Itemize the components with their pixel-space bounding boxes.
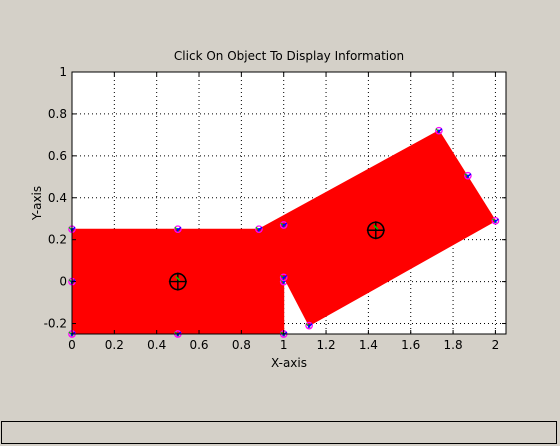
y-tick-label: 0.2: [48, 233, 67, 247]
x-tick-label: 1.2: [317, 338, 336, 352]
x-axis-label: X-axis: [271, 356, 307, 370]
chart-title: Click On Object To Display Information: [174, 49, 404, 63]
object-rect-1[interactable]: [68, 225, 288, 338]
vertex-marker[interactable]: [435, 126, 443, 135]
x-tick-labels: 0 0.2 0.4 0.6 0.8 1 1.2 1.4 1.6 1.8 2: [68, 338, 499, 352]
x-tick-label: 2: [492, 338, 500, 352]
y-tick-label: 0.8: [48, 107, 67, 121]
x-tick-label: 1: [280, 338, 288, 352]
vertex-marker[interactable]: [279, 221, 288, 229]
y-tick-labels: -0.2 0 0.2 0.4 0.6 0.8 1: [44, 65, 67, 331]
y-axis-label: Y-axis: [30, 186, 44, 221]
vertex-marker[interactable]: [464, 171, 472, 180]
vertex-marker[interactable]: [255, 225, 263, 234]
x-tick-label: 0.6: [189, 338, 208, 352]
vertex-marker[interactable]: [279, 273, 288, 282]
y-tick-label: 0: [59, 275, 67, 289]
objects-layer: [68, 126, 500, 338]
y-tick-label: 0.6: [48, 149, 67, 163]
vertex-marker[interactable]: [491, 216, 500, 225]
y-tick-label: -0.2: [44, 317, 67, 331]
axes-frame: [71, 71, 507, 335]
status-bar: [1, 421, 557, 444]
y-tick-label: 0.4: [48, 191, 67, 205]
center-marker[interactable]: [168, 272, 187, 291]
x-tick-label: 0.4: [147, 338, 166, 352]
x-tick-label: 0.8: [232, 338, 251, 352]
x-tick-label: 0.2: [105, 338, 124, 352]
tick-marks: [71, 71, 506, 334]
x-tick-label: 1.6: [401, 338, 420, 352]
vertex-marker[interactable]: [305, 321, 313, 330]
center-marker[interactable]: [366, 221, 385, 240]
x-tick-label: 1.8: [444, 338, 463, 352]
vertex-marker[interactable]: [174, 225, 182, 234]
object-rect-2[interactable]: [255, 126, 500, 330]
x-tick-label: 1.4: [359, 338, 378, 352]
y-tick-label: 1: [59, 65, 67, 79]
x-tick-label: 0: [68, 338, 76, 352]
